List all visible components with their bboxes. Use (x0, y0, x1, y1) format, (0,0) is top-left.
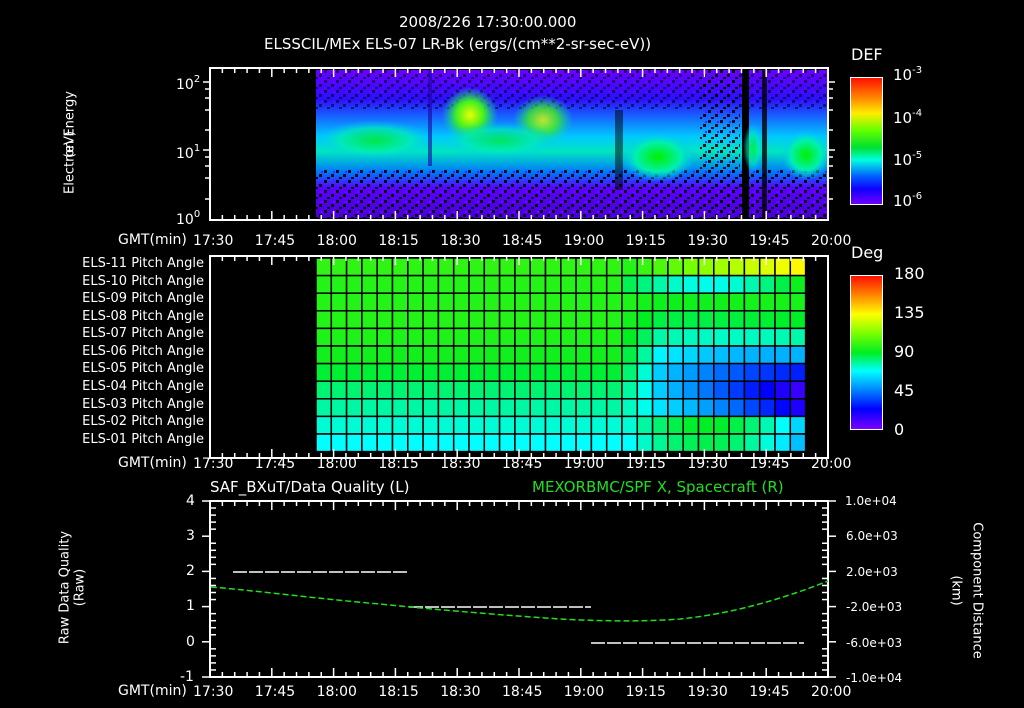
panel2-colorbar-tick-180: 180 (894, 264, 925, 283)
panel2-row-label: ELS-10 Pitch Angle (82, 274, 204, 289)
panel2-colorbar-tick-90: 90 (894, 342, 915, 361)
xaxis-tick-label: 19:00 (563, 456, 605, 472)
panel1-colorbar-tick-3: 10-6 (893, 191, 923, 210)
panel3-left-tick-2: 2 (186, 563, 195, 579)
data-quality-series (233, 571, 804, 644)
xaxis-tick-label: 20:00 (811, 456, 852, 472)
xaxis-tick-label: 17:45 (254, 684, 296, 700)
panel2-row-label: ELS-03 Pitch Angle (82, 397, 204, 412)
xaxis-tick-label: 19:45 (749, 456, 790, 472)
xaxis-tick-label: 17:45 (254, 233, 296, 249)
panel2-row-label: ELS-01 Pitch Angle (82, 432, 204, 447)
xaxis-tick-label: 18:45 (502, 684, 543, 700)
plot-timestamp: 2008/226 17:30:00.000 (399, 13, 577, 31)
xaxis-tick-label: 17:45 (254, 456, 296, 472)
xaxis-tick-label: 19:30 (687, 233, 728, 249)
panel2-xaxis-label: GMT(min) (118, 455, 187, 471)
xaxis-tick-label: 18:00 (316, 233, 357, 249)
panel2-row-label: ELS-07 Pitch Angle (82, 326, 204, 341)
panel2-colorbar-tick-0: 0 (894, 420, 905, 439)
panel1-ytick-1: 100 (176, 209, 201, 228)
panel3-left-tick-4: 4 (186, 493, 195, 509)
panel2-row-label: ELS-09 Pitch Angle (82, 291, 204, 306)
xaxis-tick-label: 18:30 (440, 456, 481, 472)
panel3-left-tick-3: 3 (186, 528, 195, 544)
plot-subtitle: ELSSCIL/MEx ELS-07 LR-Bk (ergs/(cm**2-sr… (264, 35, 652, 53)
xaxis-tick-label: 17:30 (193, 456, 234, 472)
panel3-right-tick-0: 1.0e+04 (845, 494, 897, 508)
xaxis-tick-label: 20:00 (811, 684, 852, 700)
panel3-left-tick-1: 1 (186, 598, 195, 614)
panel3-left-tick-0: 0 (186, 634, 195, 650)
panel1-colorbar-title: DEF (851, 45, 883, 64)
xaxis-tick-label: 18:45 (502, 233, 543, 249)
panel2-row-label: ELS-11 Pitch Angle (82, 256, 204, 271)
xaxis-tick-label: 17:30 (193, 684, 234, 700)
panel1-xaxis-label: GMT(min) (118, 232, 187, 248)
xaxis-tick-label: 18:15 (378, 456, 419, 472)
xaxis-tick-label: 18:45 (502, 456, 543, 472)
panel2-row-label: ELS-04 Pitch Angle (82, 379, 204, 394)
panel2-colorbar (850, 275, 883, 430)
xaxis-tick-label: 19:15 (625, 456, 666, 472)
panel3-left-title: SAF_BXuT/Data Quality (L) (210, 478, 410, 496)
panel1-ytick-10: 101 (176, 143, 201, 162)
xaxis-tick-label: 19:45 (749, 684, 790, 700)
xaxis-tick-label: 19:00 (563, 684, 605, 700)
panel1-colorbar-tick-0: 10-3 (893, 65, 923, 84)
panel2-colorbar-tick-135: 135 (894, 303, 925, 322)
xaxis-tick-label: 18:15 (378, 233, 419, 249)
panel3-right-tick-5: -1.0e+04 (846, 671, 903, 685)
xaxis-tick-label: 18:00 (316, 684, 357, 700)
xaxis-tick-label: 18:00 (316, 456, 357, 472)
xaxis-tick-label: 18:30 (440, 684, 481, 700)
xaxis-tick-label: 19:30 (687, 456, 728, 472)
panel3-right-tick-1: 6.0e+03 (846, 529, 898, 543)
spacecraft-x-series (210, 580, 829, 622)
panel1-ytick-100: 102 (176, 74, 201, 93)
panel3-xaxis-label: GMT(min) (118, 683, 187, 699)
panel1-colorbar-tick-1: 10-4 (893, 108, 923, 127)
panel2-row-label: ELS-02 Pitch Angle (82, 414, 204, 429)
xaxis-tick-label: 19:45 (749, 233, 790, 249)
panel2-colorbar-title: Deg (851, 243, 884, 262)
xaxis-tick-label: 20:00 (811, 233, 852, 249)
panel2-row-label: ELS-05 Pitch Angle (82, 361, 204, 376)
panel2-colorbar-tick-45: 45 (894, 381, 915, 400)
xaxis-tick-label: 19:00 (563, 233, 605, 249)
xaxis-tick-label: 19:15 (625, 684, 666, 700)
xaxis-tick-label: 19:30 (687, 684, 728, 700)
panel1-colorbar (850, 77, 883, 205)
panel3-left-tick-neg1: -1 (180, 669, 194, 685)
panel3-right-tick-2: 2.0e+03 (846, 565, 898, 579)
panel3-right-tick-4: -6.0e+03 (846, 636, 903, 650)
xaxis-tick-label: 17:30 (193, 233, 234, 249)
xaxis-tick-label: 19:15 (625, 233, 666, 249)
panel2-row-label: ELS-08 Pitch Angle (82, 309, 204, 324)
xaxis-tick-label: 18:30 (440, 233, 481, 249)
xaxis-tick-label: 18:15 (378, 684, 419, 700)
panel3-right-tick-3: -2.0e+03 (846, 600, 903, 614)
panel3-right-title: MEXORBMC/SPF X, Spacecraft (R) (532, 478, 784, 496)
panel2-row-label: ELS-06 Pitch Angle (82, 344, 204, 359)
panel1-colorbar-tick-2: 10-5 (893, 150, 923, 169)
